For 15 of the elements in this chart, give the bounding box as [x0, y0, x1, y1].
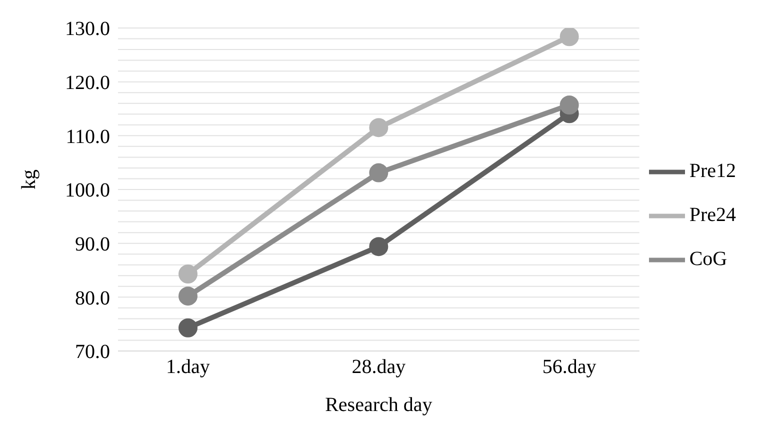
y-tick-label: 100.0: [65, 180, 110, 202]
y-tick-label: 110.0: [66, 126, 110, 148]
legend-label: Pre24: [689, 204, 736, 226]
x-tick-label: 1.day: [166, 356, 210, 378]
x-tick-label: 28.day: [352, 356, 406, 378]
y-tick-label: 120.0: [65, 72, 110, 94]
y-tick-label: 70.0: [75, 341, 110, 364]
y-axis-title: kg: [18, 170, 40, 190]
legend-label: CoG: [689, 248, 728, 270]
legend-label: Pre12: [689, 160, 736, 182]
y-tick-label: 80.0: [75, 287, 110, 310]
x-tick-label: 56.day: [542, 356, 596, 378]
x-axis-title: Research day: [325, 394, 432, 416]
y-tick-label: 90.0: [75, 233, 110, 256]
y-tick-label: 130.0: [65, 18, 110, 40]
